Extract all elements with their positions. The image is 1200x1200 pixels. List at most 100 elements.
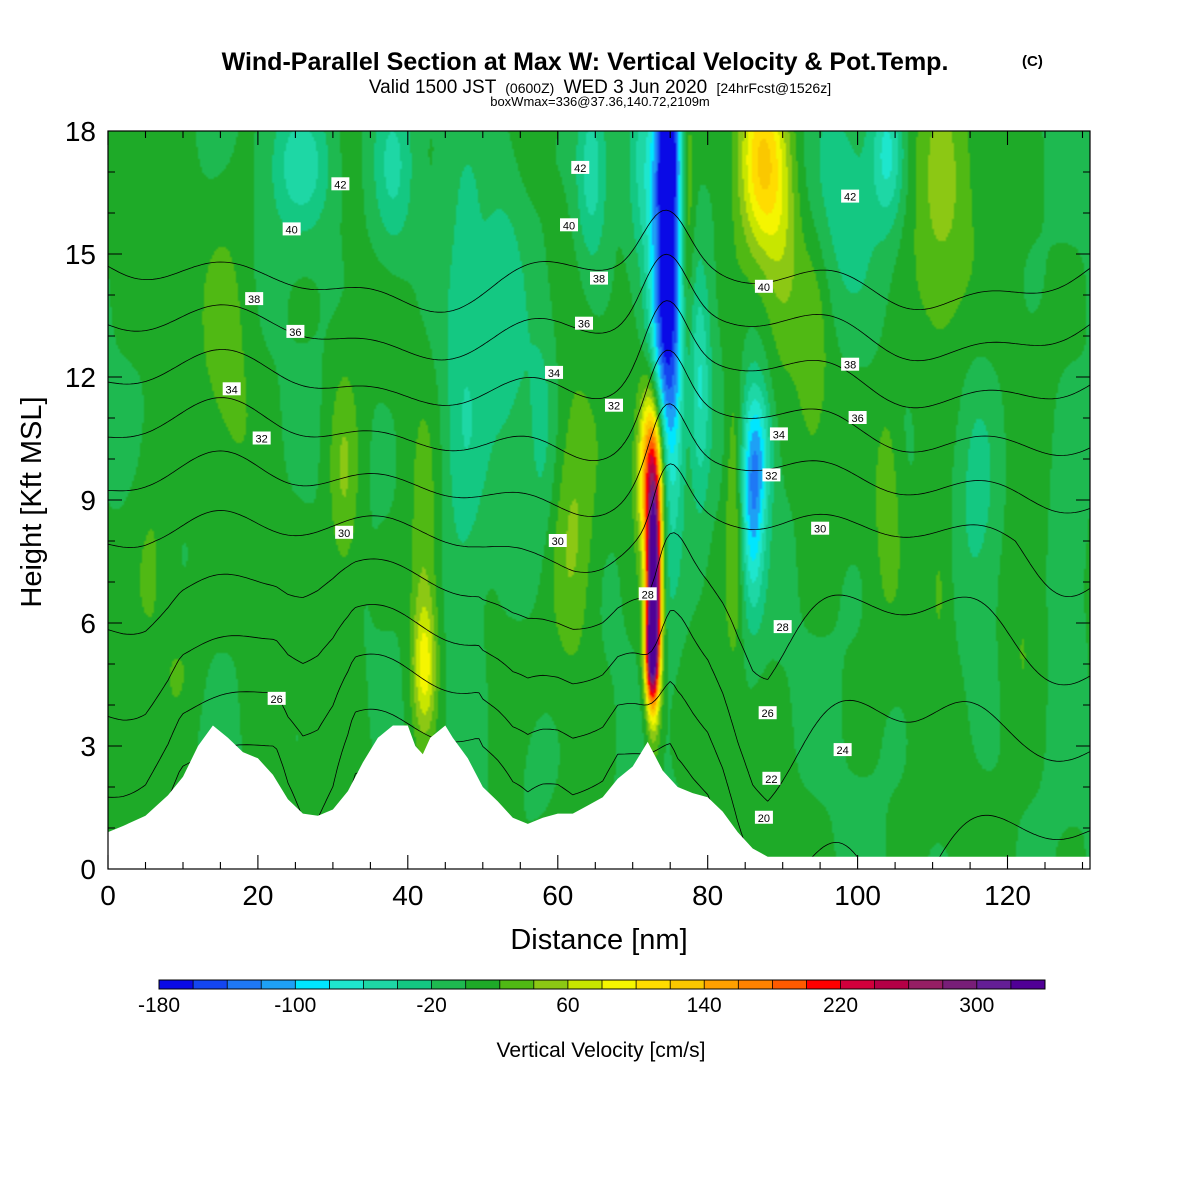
colorbar-swatch — [227, 980, 262, 989]
isentrope-label: 34 — [222, 382, 241, 396]
colorbar-swatch — [329, 980, 364, 989]
isentrope-36 — [108, 349, 1090, 461]
svg-text:42: 42 — [574, 163, 586, 175]
box-wmax-info: boxWmax=336@37.36,140.72,2109m — [490, 94, 710, 109]
isentrope-label: 42 — [571, 160, 590, 175]
svg-text:34: 34 — [226, 384, 238, 396]
subtitle-forecast: [24hrFcst@1526z] — [717, 80, 832, 96]
svg-text:30: 30 — [814, 524, 826, 536]
colorbar-swatch — [602, 980, 637, 989]
colorbar-swatch — [806, 980, 842, 989]
svg-text:38: 38 — [844, 360, 856, 372]
colorbar-swatch — [567, 980, 603, 989]
colorbar-swatch — [670, 980, 705, 989]
chart-title-suffix: (C) — [1022, 53, 1043, 70]
colorbar-swatch — [431, 980, 467, 989]
isentrope-label: 24 — [833, 743, 852, 757]
x-tick-label: 60 — [542, 880, 573, 911]
colorbar-swatch — [908, 980, 944, 989]
isentrope-label: 42 — [841, 189, 860, 204]
colorbar-swatch — [874, 980, 910, 989]
x-tick-label: 100 — [834, 880, 881, 911]
x-tick-label: 120 — [984, 880, 1031, 911]
svg-text:36: 36 — [851, 413, 863, 425]
colorbar-swatch — [397, 980, 433, 989]
svg-text:22: 22 — [765, 774, 777, 786]
isentrope-label: 30 — [811, 521, 830, 536]
isentrope-label: 38 — [841, 357, 860, 372]
isentrope-label: 38 — [590, 271, 608, 286]
colorbar-swatch — [363, 980, 399, 989]
subtitle-utc: (0600Z) — [505, 80, 554, 96]
svg-text:30: 30 — [338, 528, 350, 540]
colorbar-tick-label: -100 — [274, 994, 316, 1017]
y-axis-tick-labels: 0 3 6 9 12 15 18 — [65, 116, 96, 885]
svg-text:32: 32 — [765, 470, 777, 482]
isentrope-label: 28 — [638, 587, 657, 601]
isentrope-34 — [108, 403, 1090, 517]
svg-text:36: 36 — [578, 319, 590, 331]
isentrope-label: 26 — [267, 691, 286, 706]
svg-text:26: 26 — [762, 708, 774, 720]
isentrope-label: 36 — [848, 411, 867, 425]
x-axis-tick-labels: 0 20 40 60 80 100 120 — [100, 880, 1031, 911]
colorbar-swatch — [704, 980, 739, 989]
svg-text:30: 30 — [552, 536, 564, 548]
colorbar-swatch — [499, 980, 535, 989]
y-tick-label: 3 — [80, 731, 96, 762]
colorbar-swatch — [465, 980, 501, 989]
svg-text:34: 34 — [548, 368, 560, 380]
svg-text:40: 40 — [563, 220, 575, 232]
isentrope-label: 20 — [754, 810, 773, 825]
isentrope-label: 30 — [335, 525, 354, 540]
svg-text:32: 32 — [608, 401, 620, 413]
isentrope-label: 36 — [575, 316, 594, 331]
isentrope-32 — [108, 463, 1090, 597]
isentrope-label: 32 — [252, 431, 271, 446]
svg-text:40: 40 — [758, 282, 770, 294]
y-tick-label: 9 — [80, 485, 96, 516]
colorbar-tick-label: -20 — [416, 994, 446, 1017]
y-tick-label: 0 — [80, 854, 96, 885]
colorbar-tick-label: 60 — [556, 994, 579, 1017]
subtitle-date: WED 3 Jun 2020 — [564, 77, 708, 98]
isentrope-30 — [108, 532, 1090, 686]
colorbar-tick-label: 300 — [959, 994, 994, 1017]
colorbar-label: Vertical Velocity [cm/s] — [497, 1039, 706, 1062]
x-tick-label: 20 — [242, 880, 273, 911]
y-tick-label: 15 — [65, 239, 96, 270]
svg-text:26: 26 — [271, 694, 283, 706]
x-tick-label: 80 — [692, 880, 723, 911]
x-tick-label: 0 — [100, 880, 116, 911]
isentrope-label: 36 — [286, 324, 305, 339]
isentrope-label: 40 — [754, 279, 773, 294]
svg-text:28: 28 — [777, 622, 789, 634]
svg-text:38: 38 — [593, 274, 605, 286]
svg-text:28: 28 — [642, 589, 654, 601]
y-tick-label: 12 — [65, 362, 96, 393]
isentrope-40 — [108, 253, 1090, 362]
colorbar-swatch — [840, 980, 876, 989]
svg-text:36: 36 — [289, 327, 301, 339]
colorbar-swatch — [533, 980, 569, 989]
isentrope-label: 40 — [560, 218, 579, 232]
svg-text:20: 20 — [758, 813, 770, 825]
colorbar-swatch — [636, 980, 671, 989]
y-axis-label: Height [Kft MSL] — [16, 396, 48, 607]
colorbar-tick-labels: -180 -100 -20 60 140 220 300 — [138, 994, 994, 1017]
colorbar-swatch — [193, 980, 228, 989]
subtitle-valid: Valid 1500 JST — [369, 77, 497, 98]
isentrope-label: 34 — [769, 427, 788, 441]
svg-text:24: 24 — [837, 745, 849, 757]
isentrope-label: 38 — [245, 292, 264, 306]
isentrope-42 — [108, 209, 1090, 313]
isentrope-label: 40 — [282, 222, 301, 236]
colorbar-tick-label: 140 — [687, 994, 722, 1017]
colorbar-swatch — [976, 980, 1012, 989]
isentrope-label: 42 — [331, 177, 350, 191]
plot-area: 26 26 30 30 30 28 28 24 22 20 32 32 32 34 34 34 36 36 36 38… — [108, 131, 1090, 869]
svg-text:32: 32 — [256, 434, 268, 446]
colorbar — [158, 979, 1046, 990]
colorbar-tick-label: 220 — [823, 994, 858, 1017]
